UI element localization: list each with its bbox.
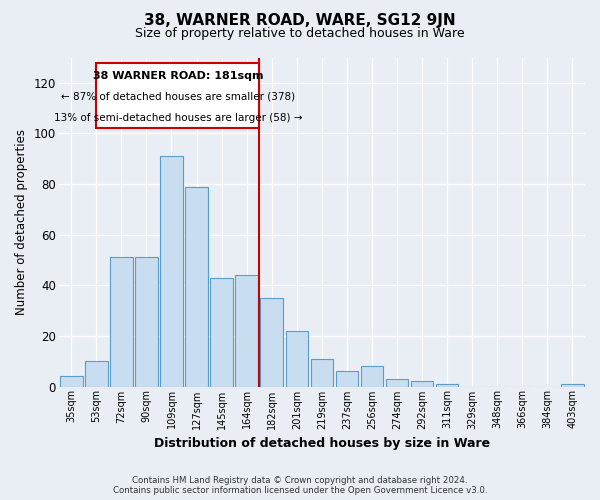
Bar (160, 156, 183, 386)
Bar (85, 361, 107, 386)
Bar (286, 331, 308, 386)
Bar (211, 278, 233, 386)
Bar (386, 379, 409, 386)
Bar (436, 384, 458, 386)
Bar (260, 298, 283, 386)
Bar (60, 376, 83, 386)
Text: 38, WARNER ROAD, WARE, SG12 9JN: 38, WARNER ROAD, WARE, SG12 9JN (144, 12, 456, 28)
Bar (311, 358, 333, 386)
Bar (361, 366, 383, 386)
Bar (235, 275, 258, 386)
Text: Contains HM Land Registry data © Crown copyright and database right 2024.
Contai: Contains HM Land Registry data © Crown c… (113, 476, 487, 495)
Text: ← 87% of detached houses are smaller (378): ← 87% of detached houses are smaller (37… (61, 92, 295, 102)
Y-axis label: Number of detached properties: Number of detached properties (15, 129, 28, 315)
Bar (135, 258, 158, 386)
Bar (97, 62, 259, 128)
Text: Size of property relative to detached houses in Ware: Size of property relative to detached ho… (135, 28, 465, 40)
Text: 38 WARNER ROAD: 181sqm: 38 WARNER ROAD: 181sqm (92, 72, 263, 82)
Bar (335, 372, 358, 386)
Bar (561, 384, 584, 386)
Bar (110, 258, 133, 386)
Text: 13% of semi-detached houses are larger (58) →: 13% of semi-detached houses are larger (… (53, 113, 302, 123)
Bar (411, 382, 433, 386)
X-axis label: Distribution of detached houses by size in Ware: Distribution of detached houses by size … (154, 437, 490, 450)
Bar (185, 186, 208, 386)
